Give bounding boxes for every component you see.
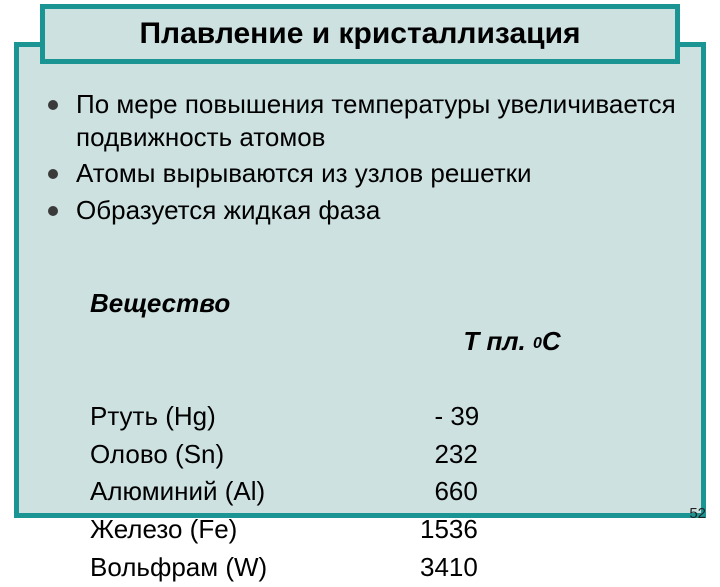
bullet-text: Образуется жидкая фаза (76, 194, 380, 227)
value-cell: 660 (420, 473, 590, 511)
bullet-disc-icon (48, 206, 58, 216)
melting-point-table: Вещество Т пл. 0С Ртуть (Hg) - 39 Олово … (90, 285, 590, 587)
list-item: Атомы вырываются из узлов решетки (48, 157, 680, 190)
substance-cell: Вольфрам (W) (90, 549, 420, 587)
bullet-disc-icon (48, 100, 58, 110)
table-row: Ртуть (Hg) - 39 (90, 398, 590, 436)
bullet-text: Атомы вырываются из узлов решетки (76, 157, 532, 190)
substance-cell: Алюминий (Al) (90, 473, 420, 511)
title-box: Плавление и кристаллизация (40, 4, 680, 64)
list-item: По мере повышения температуры увеличивае… (48, 88, 680, 153)
t-label-unit: С (542, 326, 561, 356)
col-header-substance: Вещество (90, 285, 420, 398)
table-row: Железо (Fe) 1536 (90, 511, 590, 549)
substance-cell: Ртуть (Hg) (90, 398, 420, 436)
value-cell: 1536 (420, 511, 590, 549)
value-cell: 3410 (420, 549, 590, 587)
col-header-temperature: Т пл. 0С (420, 285, 590, 398)
substance-cell: Олово (Sn) (90, 436, 420, 474)
table-row: Олово (Sn) 232 (90, 436, 590, 474)
bullet-text: По мере повышения температуры увеличивае… (76, 88, 680, 153)
bullet-list: По мере повышения температуры увеличивае… (48, 88, 680, 230)
table-header-row: Вещество Т пл. 0С (90, 285, 590, 398)
table-row: Вольфрам (W) 3410 (90, 549, 590, 587)
bullet-disc-icon (48, 169, 58, 179)
value-cell: - 39 (420, 398, 590, 436)
substance-cell: Железо (Fe) (90, 511, 420, 549)
page-number: 52 (689, 505, 706, 522)
list-item: Образуется жидкая фаза (48, 194, 680, 227)
value-cell: 232 (420, 436, 590, 474)
table-row: Алюминий (Al) 660 (90, 473, 590, 511)
degree-zero: 0 (533, 335, 542, 352)
t-label-prefix: Т пл. (463, 326, 533, 356)
slide-title: Плавление и кристаллизация (139, 17, 580, 51)
